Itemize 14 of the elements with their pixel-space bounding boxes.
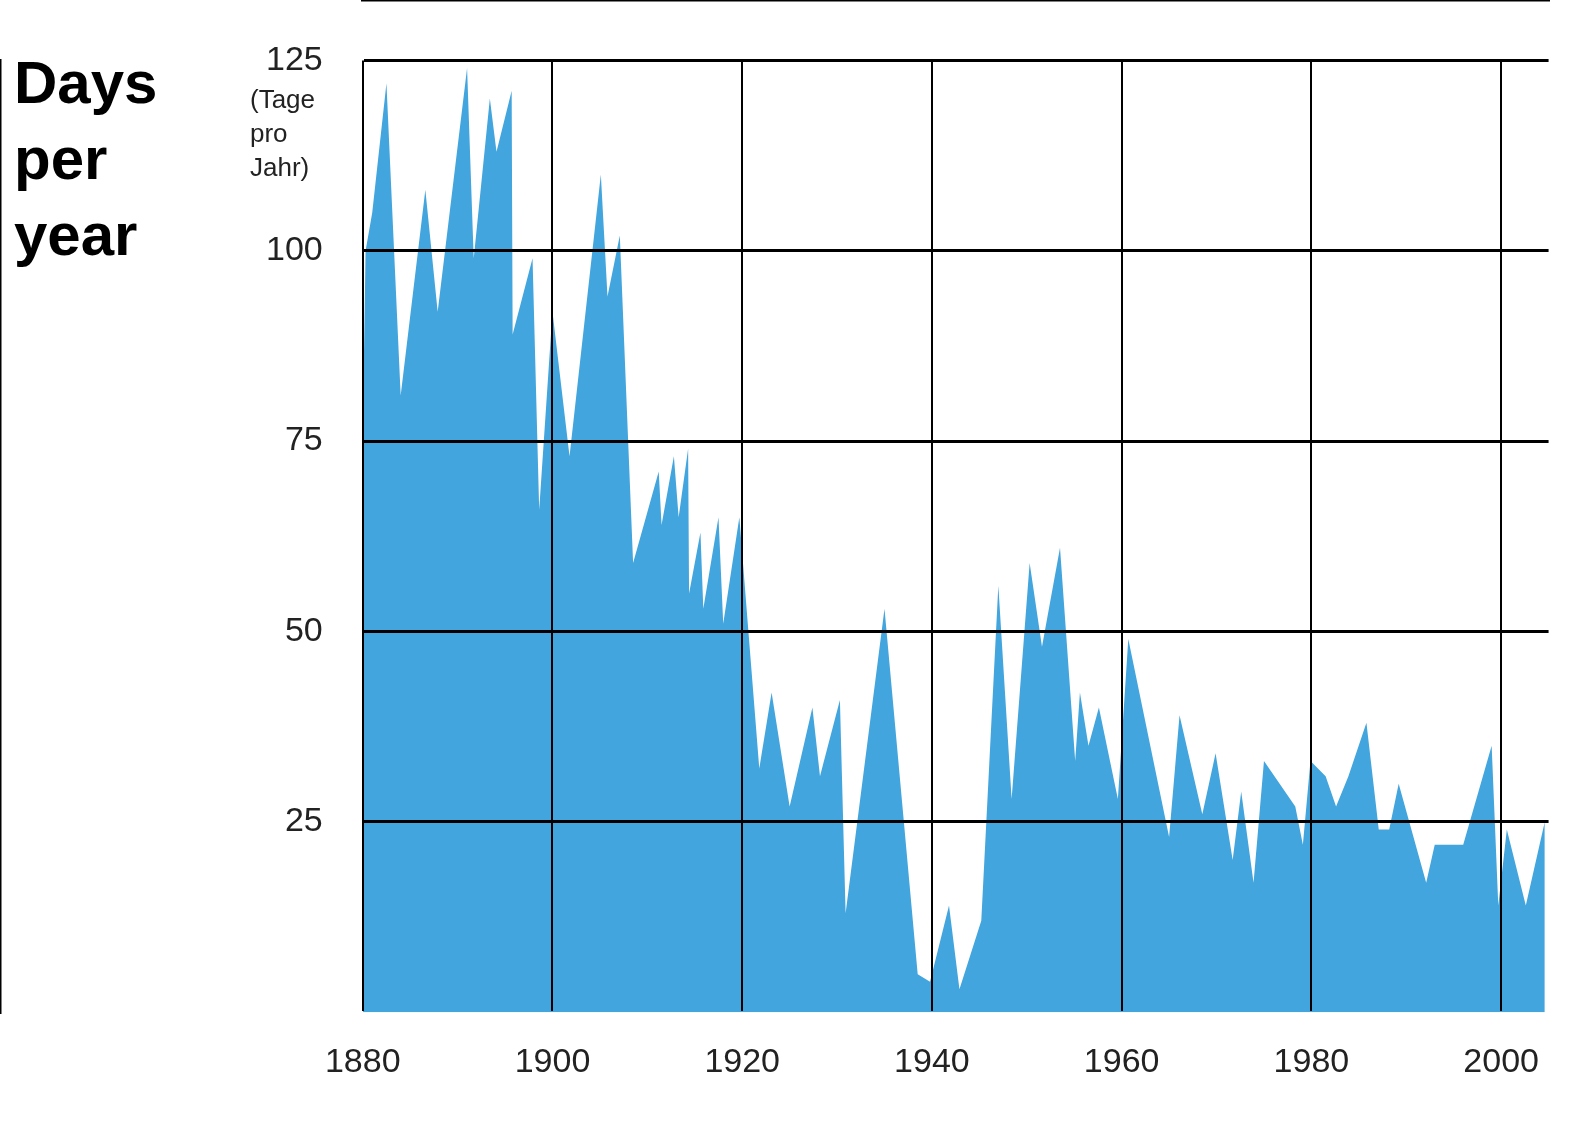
x-tick-label: 1900 bbox=[514, 1040, 591, 1079]
y-tick-label: 100 bbox=[265, 229, 323, 268]
y-tick-label: 50 bbox=[284, 609, 323, 648]
y-axis-title: Days per year bbox=[14, 48, 159, 270]
y-tick-label: 25 bbox=[284, 800, 323, 839]
x-tick-label: 1920 bbox=[704, 1040, 781, 1079]
x-tick-label: 1940 bbox=[894, 1040, 970, 1079]
x-tick-label: 1980 bbox=[1273, 1040, 1350, 1079]
x-tick-label: 1880 bbox=[324, 1040, 401, 1079]
text: (Tage pro Jahr) bbox=[250, 83, 317, 184]
y-tick-label: 125 bbox=[265, 38, 323, 77]
y-tick-label: 75 bbox=[284, 419, 323, 458]
x-tick-label: 1960 bbox=[1083, 1040, 1160, 1079]
x-tick-label: 2000 bbox=[1463, 1040, 1539, 1079]
